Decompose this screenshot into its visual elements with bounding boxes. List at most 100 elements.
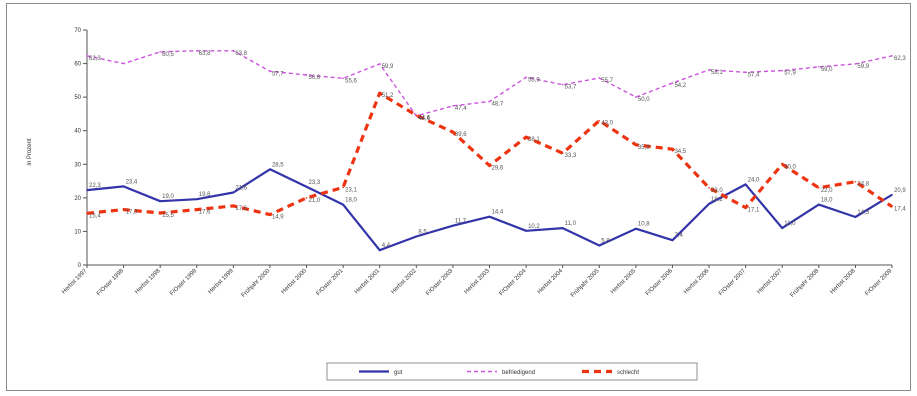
- data-label: 57,9: [784, 71, 796, 77]
- series-line-befriedigend: [86, 50, 893, 117]
- data-point: [195, 198, 198, 200]
- data-point: [781, 227, 784, 229]
- data-point: [708, 69, 710, 71]
- data-label: 28,5: [272, 162, 284, 168]
- x-tick-label: F/Oster 2001: [316, 268, 345, 297]
- data-point: [159, 212, 161, 214]
- data-point: [561, 152, 564, 155]
- data-point: [854, 180, 857, 183]
- data-label: 62,3: [894, 56, 906, 62]
- data-label: 44,4: [418, 116, 430, 122]
- data-point: [818, 66, 820, 68]
- data-point: [342, 186, 344, 189]
- data-point: [122, 62, 125, 65]
- data-point: [269, 70, 271, 73]
- y-tick-label: 20: [74, 196, 81, 202]
- data-point: [891, 194, 893, 196]
- data-label: 30,0: [784, 164, 796, 170]
- data-label: 21,0: [309, 198, 321, 204]
- data-point: [488, 100, 491, 103]
- data-point: [122, 208, 125, 211]
- data-label: 59,9: [857, 64, 869, 70]
- data-label: 18,0: [821, 198, 833, 204]
- data-point: [342, 203, 344, 206]
- data-point: [891, 205, 893, 208]
- chart-frame: in Prozent 0 10 20 30 40 50 60 70 22,3 23,4 19,0 1…: [6, 3, 911, 391]
- x-tick-label: Herbst 1999: [207, 268, 235, 296]
- data-label: 57,7: [272, 71, 284, 77]
- data-label: 10,2: [528, 224, 540, 230]
- x-tick-label: Herbst 2000: [281, 268, 309, 296]
- data-label: 55,6: [345, 78, 357, 84]
- data-label: 24,0: [748, 177, 760, 183]
- data-label: 17,6: [235, 206, 247, 212]
- y-tick-label: 60: [74, 62, 81, 68]
- data-point: [86, 189, 88, 191]
- data-point: [744, 206, 747, 209]
- data-label: 43,0: [601, 121, 613, 127]
- y-tick-label: 10: [74, 229, 81, 235]
- data-label: 63,8: [235, 51, 247, 57]
- y-axis-label: in Prozent: [27, 138, 33, 165]
- data-label: 8,5: [418, 229, 427, 235]
- data-label: 15,5: [162, 213, 174, 219]
- y-tick-label: 0: [78, 263, 82, 269]
- data-label: 15,4: [89, 213, 101, 219]
- data-label: 48,7: [492, 102, 504, 108]
- data-point: [671, 148, 674, 150]
- chart-legend: gut befriedigend schlecht: [326, 362, 698, 381]
- y-tick-label: 50: [74, 95, 81, 101]
- data-point: [195, 50, 198, 52]
- data-label: 23,0: [711, 188, 723, 194]
- x-tick-label: Frühjahr 2005: [570, 268, 601, 299]
- x-tick-label: F/Oster 1998: [96, 268, 125, 297]
- data-point: [598, 119, 601, 122]
- legend-label: befriedigend: [502, 370, 535, 376]
- y-tick-label: 40: [74, 129, 81, 135]
- data-label: 5,8: [601, 239, 610, 245]
- x-tick-label: F/Oster 2006: [645, 268, 674, 297]
- data-label: 58,1: [711, 70, 723, 76]
- data-label: 38,1: [528, 137, 540, 143]
- data-point: [232, 191, 235, 194]
- data-point: [781, 69, 784, 72]
- data-point: [635, 96, 637, 98]
- x-tick-label: F/Oster 1999: [169, 268, 198, 297]
- data-label: 50,0: [638, 97, 650, 103]
- data-point: [415, 235, 418, 238]
- x-tick-label: Frühjahr 2008: [790, 268, 821, 299]
- data-label: 17,4: [894, 207, 906, 213]
- data-point: [525, 76, 527, 79]
- x-tick-label: Herbst 2008: [829, 268, 857, 296]
- data-point: [159, 200, 161, 203]
- data-point: [671, 82, 674, 84]
- data-label: 24,8: [857, 182, 869, 188]
- data-label: 14,4: [492, 210, 504, 216]
- data-label: 21,6: [235, 185, 247, 191]
- data-point: [342, 77, 344, 80]
- data-label: 55,9: [528, 77, 540, 83]
- data-label: 55,7: [601, 78, 613, 84]
- data-point: [818, 186, 820, 189]
- data-label: 39,6: [455, 132, 467, 138]
- data-label: 14,3: [857, 210, 869, 216]
- data-point: [818, 203, 820, 206]
- x-tick-label: Herbst 2004: [537, 268, 565, 296]
- x-tick-label: F/Oster 2007: [718, 268, 747, 297]
- data-point: [269, 168, 271, 171]
- data-label: 33,3: [565, 153, 577, 159]
- data-point: [781, 163, 784, 166]
- data-label: 59,0: [821, 67, 833, 73]
- data-point: [452, 105, 454, 107]
- data-point: [671, 239, 674, 241]
- data-label: 7,4: [674, 233, 683, 239]
- data-label: 11,7: [455, 219, 467, 225]
- data-point: [561, 83, 564, 86]
- data-label: 29,6: [492, 166, 504, 172]
- data-point: [378, 63, 381, 65]
- line-chart: in Prozent 0 10 20 30 40 50 60 70 22,3 23,4 19,0 1…: [27, 28, 906, 381]
- data-label: 19,0: [162, 194, 174, 200]
- x-tick-label: Herbst 1997: [61, 268, 89, 296]
- data-point: [378, 92, 381, 94]
- data-point: [415, 114, 418, 117]
